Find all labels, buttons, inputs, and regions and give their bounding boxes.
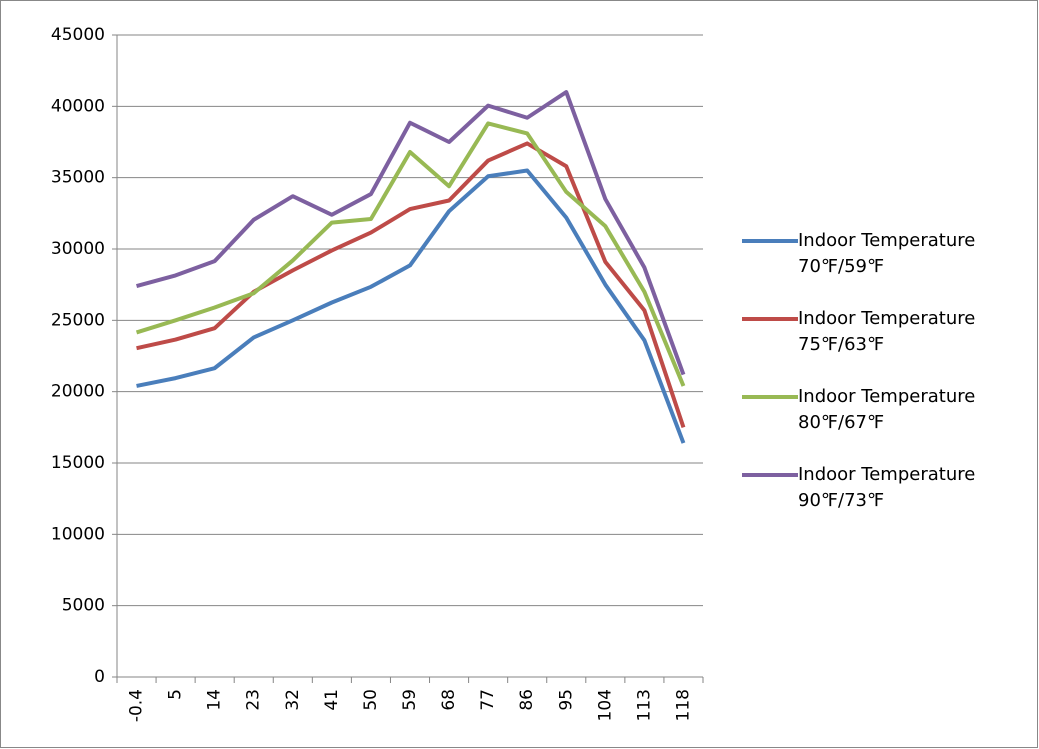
- y-tick-label: 10000: [51, 524, 105, 544]
- x-tick-label: 95: [556, 689, 576, 711]
- x-tick-label: 113: [634, 689, 654, 721]
- y-tick-label: 40000: [51, 96, 105, 116]
- legend: Indoor Temperature 70℉/59℉ Indoor Tempera…: [742, 228, 1032, 540]
- y-tick-label: 35000: [51, 168, 105, 188]
- y-tick-label: 30000: [51, 239, 105, 259]
- x-tick-label: 86: [517, 689, 537, 711]
- line: [136, 90, 686, 376]
- legend-item: Indoor Temperature 70℉/59℉: [742, 228, 1032, 306]
- x-tick-label: 77: [478, 689, 498, 711]
- line: [136, 141, 686, 428]
- x-tick-label: 118: [673, 689, 693, 721]
- x-tick-label: 23: [244, 689, 264, 711]
- legend-label: Indoor Temperature 80℉/67℉: [798, 386, 976, 433]
- legend-item: Indoor Temperature 90℉/73℉: [742, 462, 1032, 540]
- y-tick-label: 20000: [51, 382, 105, 402]
- line: [135, 121, 686, 387]
- y-tick-label: 25000: [51, 310, 105, 330]
- legend-swatch: [742, 317, 798, 321]
- legend-label: Indoor Temperature 90℉/73℉: [798, 464, 976, 511]
- x-tick-label: 14: [205, 689, 225, 711]
- legend-swatch: [742, 473, 798, 477]
- legend-label: Indoor Temperature 75℉/63℉: [798, 308, 976, 355]
- legend-item: Indoor Temperature 75℉/63℉: [742, 306, 1032, 384]
- x-tick-label: 59: [400, 689, 420, 711]
- x-tick-label: 50: [361, 689, 381, 711]
- line: [136, 168, 686, 444]
- y-tick-label: 45000: [51, 25, 105, 45]
- x-tick-label: 41: [322, 689, 342, 711]
- y-tick-label: 5000: [62, 596, 105, 616]
- x-tick-label: 68: [439, 689, 459, 711]
- legend-label: Indoor Temperature 70℉/59℉: [798, 230, 976, 277]
- x-tick-label: 104: [595, 689, 615, 721]
- x-tick-label: -0.4: [127, 689, 147, 722]
- legend-swatch: [742, 395, 798, 399]
- legend-item: Indoor Temperature 80℉/67℉: [742, 384, 1032, 462]
- y-tick-label: 0: [94, 667, 105, 687]
- x-tick-label: 32: [283, 689, 303, 711]
- x-tick-label: 5: [166, 689, 186, 700]
- y-tick-label: 15000: [51, 453, 105, 473]
- legend-swatch: [742, 239, 798, 243]
